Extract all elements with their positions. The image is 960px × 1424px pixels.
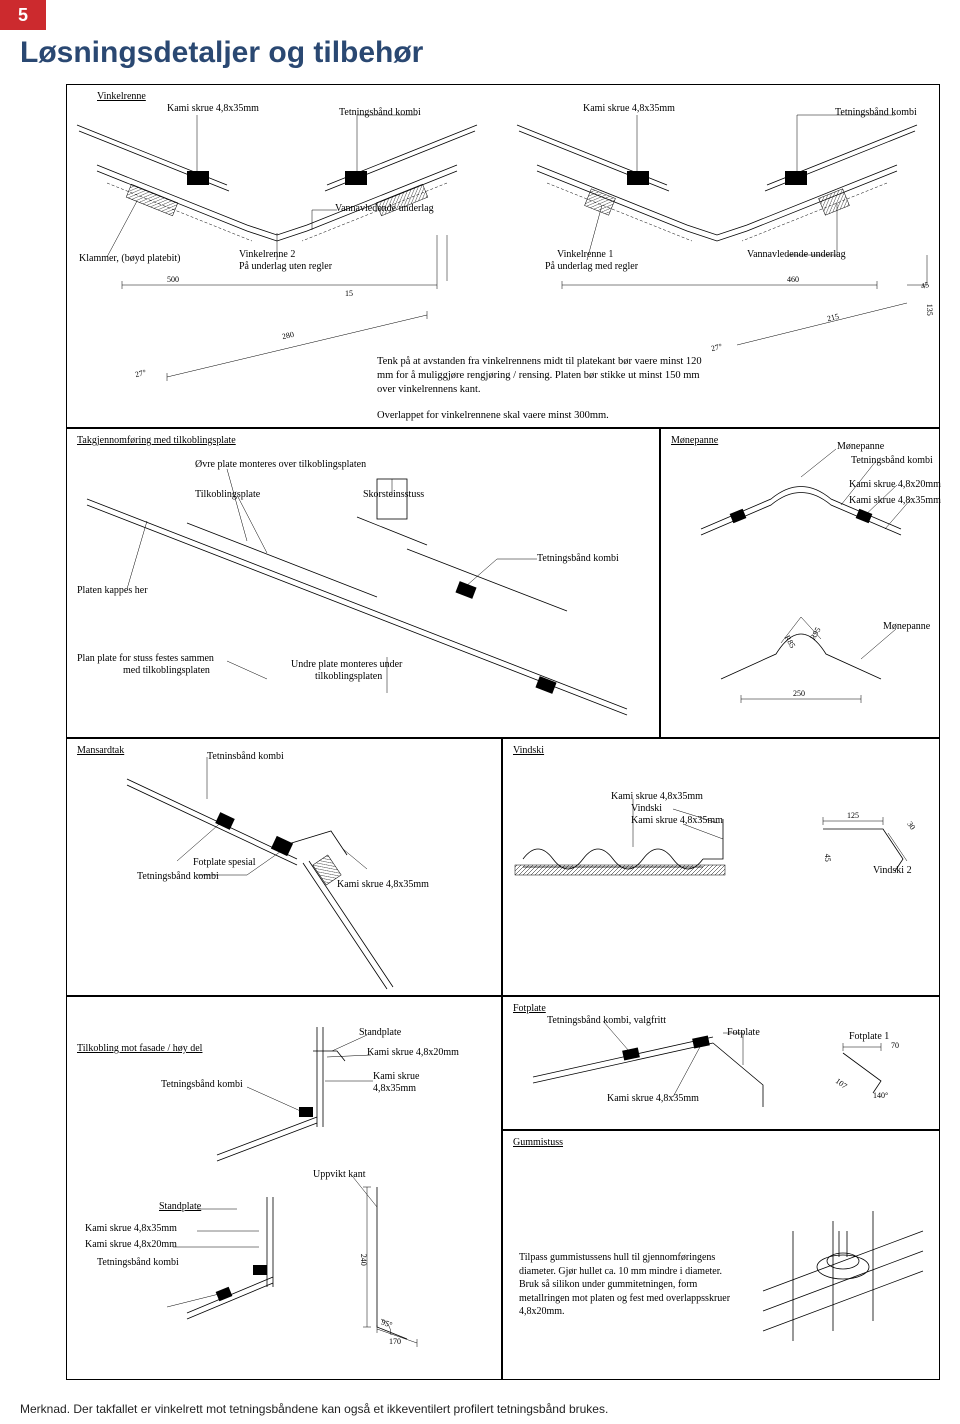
label-vannavledende-left: Vannavledende underlag xyxy=(335,203,434,215)
title-tilkobling: Tilkobling mot fasade / høy del xyxy=(77,1043,202,1055)
label-vinkelrenne1-a: Vinkelrenne 1 xyxy=(557,249,613,261)
label-skrue-a: Kami skrue xyxy=(373,1071,419,1083)
label-plan-b: med tilkoblingsplaten xyxy=(123,665,210,677)
label-vindski-skrue2: Kami skrue 4,8x35mm xyxy=(631,815,723,827)
label-tetning-left: Tetningsbånd kombi xyxy=(339,107,421,119)
note-p2: Overlappet for vinkelrennene skal vaere … xyxy=(377,409,717,423)
label-tilk-tetning: Tetningsbånd kombi xyxy=(161,1079,243,1091)
frame-vinkelrenne: Vinkelrenne Kami skrue 4,8x35mm Tetnings… xyxy=(66,84,940,428)
label-vinkelrenne2-a: Vinkelrenne 2 xyxy=(239,249,295,261)
label-vinkelrenne1-b: På underlag med regler xyxy=(545,261,638,273)
page-number-text: 5 xyxy=(18,5,28,26)
label-platen-kappes: Platen kappes her xyxy=(77,585,148,597)
frame-takgjennom: Takgjennomføring med tilkoblingsplate Øv… xyxy=(66,428,660,738)
label-tetnins: Tetninsbånd kombi xyxy=(207,751,284,763)
frame-fotplate-top: Fotplate Tetningsbånd kombi, valgfritt F… xyxy=(502,996,940,1130)
label-fotplate-skrue: Kami skrue 4,8x35mm xyxy=(607,1093,699,1105)
frame-vindski: Vindski Kami skrue 4,8x35mm Vindski Kami… xyxy=(502,738,940,996)
label-monepanne-skrue35: Kami skrue 4,8x35mm xyxy=(849,495,941,507)
dim-125: 125 xyxy=(847,811,859,821)
label-vindski-v: Vindski xyxy=(631,803,662,815)
page-number: 5 xyxy=(0,0,46,30)
frame-tilkobling: Tilkobling mot fasade / høy del Standpla… xyxy=(66,996,502,1380)
frame-gummistuss: Gummistuss Tilpass gummistussens hull ti… xyxy=(502,1130,940,1380)
label-monepanne-tetning: Tetningsbånd kombi xyxy=(851,455,933,467)
title-vindski: Vindski xyxy=(513,745,544,757)
dim-70: 70 xyxy=(891,1041,899,1051)
label-uppvikt: Uppvikt kant xyxy=(313,1169,366,1181)
label-monepanne: Mønepanne xyxy=(837,441,884,453)
dim-45v: 45 xyxy=(822,854,832,862)
label-tilkobling: Tilkoblingsplate xyxy=(195,489,260,501)
dim-460: 460 xyxy=(787,275,799,285)
label-tilk-tetning2: Tetningsbånd kombi xyxy=(97,1257,179,1269)
gummistuss-paragraph: Tilpass gummistussens hull til gjennomfø… xyxy=(519,1251,739,1319)
label-vinkelrenne-title: Vinkelrenne xyxy=(97,91,146,103)
label-tilk-skrue20: Kami skrue 4,8x20mm xyxy=(85,1239,177,1251)
dim-135: 135 xyxy=(924,304,934,316)
dim-250: 250 xyxy=(793,689,805,699)
label-vannavledende-right: Vannavledende underlag xyxy=(747,249,846,261)
frame-mansardtak: Mansardtak Tetninsbånd kombi Fotplate sp… xyxy=(66,738,502,996)
label-vinkelrenne2-b: På underlag uten regler xyxy=(239,261,332,273)
label-standplate-top: Standplate xyxy=(359,1027,401,1039)
note-p1: Tenk på at avstanden fra vinkelrennens m… xyxy=(377,355,717,398)
label-fotplate-tetning: Tetningsbånd kombi, valgfritt xyxy=(547,1015,666,1027)
label-undre-a: Undre plate monteres under xyxy=(291,659,402,671)
frame-monepanne: Mønepanne Mønepanne Tetningsbånd kombi K… xyxy=(660,428,940,738)
label-tilk-skrue35: Kami skrue 4,8x35mm xyxy=(85,1223,177,1235)
footer-note: Merknad. Der takfallet er vinkelrett mot… xyxy=(20,1402,940,1416)
dim-15: 15 xyxy=(345,289,353,299)
title-takgjennom: Takgjennomføring med tilkoblingsplate xyxy=(77,435,236,447)
label-undre-b: tilkoblingsplaten xyxy=(315,671,382,683)
label-ovre: Øvre plate monteres over tilkoblingsplat… xyxy=(195,459,366,471)
label-mansard-skrue: Kami skrue 4,8x35mm xyxy=(337,879,429,891)
page-title: Løsningsdetaljer og tilbehør xyxy=(20,36,423,70)
label-skorstein: Skorsteinsstuss xyxy=(363,489,424,501)
label-monepanne-bottom: Mønepanne xyxy=(883,621,930,633)
label-kami-skrue-left: Kami skrue 4,8x35mm xyxy=(167,103,259,115)
label-fotplate1: Fotplate 1 xyxy=(849,1031,889,1043)
label-skrue-b: 4,8x35mm xyxy=(373,1083,416,1095)
label-skrue20-top: Kami skrue 4,8x20mm xyxy=(367,1047,459,1059)
label-kami-skrue-right: Kami skrue 4,8x35mm xyxy=(583,103,675,115)
label-vindski-skrue1: Kami skrue 4,8x35mm xyxy=(611,791,703,803)
title-fotplate: Fotplate xyxy=(513,1003,546,1015)
label-tetning-right: Tetningsbånd kombi xyxy=(835,107,917,119)
label-vindski2: Vindski 2 xyxy=(873,865,912,877)
label-fotplate-spesial: Fotplate spesial xyxy=(193,857,256,869)
angle-140: 140° xyxy=(873,1091,888,1101)
label-standplate-bot: Standplate xyxy=(159,1201,201,1213)
title-mansard: Mansardtak xyxy=(77,745,124,757)
label-mansard-tetning: Tetningsbånd kombi xyxy=(137,871,219,883)
label-tetning-takgj: Tetningsbånd kombi xyxy=(537,553,619,565)
label-fotplate-l: Fotplate xyxy=(727,1027,760,1039)
title-gummistuss: Gummistuss xyxy=(513,1137,563,1149)
label-monepanne-skrue20: Kami skrue 4,8x20mm xyxy=(849,479,941,491)
label-plan-a: Plan plate for stuss festes sammen xyxy=(77,653,214,665)
dim-240: 240 xyxy=(358,1254,368,1266)
dim-500: 500 xyxy=(167,275,179,285)
label-klammer: Klammer, (bøyd platebit) xyxy=(79,253,181,265)
title-monepanne: Mønepanne xyxy=(671,435,718,447)
dim-170: 170 xyxy=(389,1337,401,1347)
